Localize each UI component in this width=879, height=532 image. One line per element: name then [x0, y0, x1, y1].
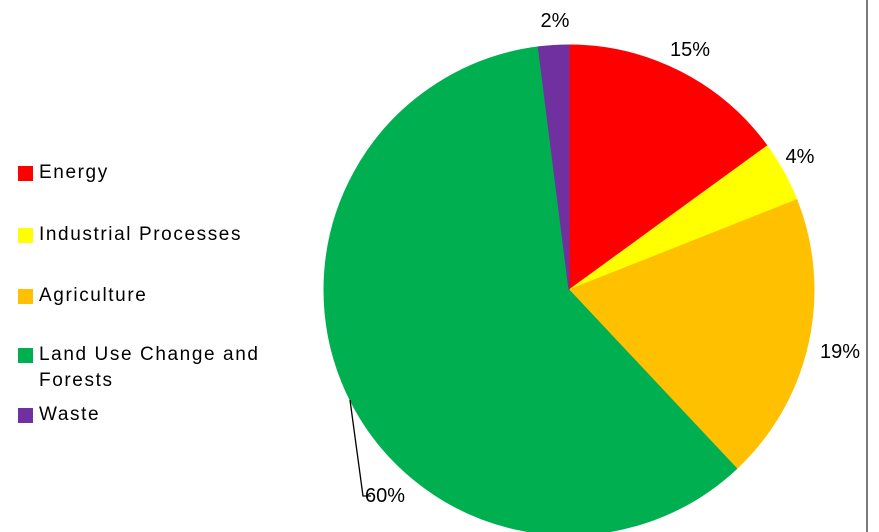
leader-line-land-use-change-and-forests — [349, 399, 371, 497]
data-label-land-use-change-and-forests: 60% — [365, 485, 405, 507]
legend-swatch-agriculture — [18, 289, 33, 304]
legend-item-land-use-change-and-forests: Land Use Change and Forests — [18, 342, 289, 394]
legend-item-agriculture: Agriculture — [18, 283, 289, 309]
legend-label-agriculture: Agriculture — [39, 285, 148, 306]
data-label-industrial-processes: 4% — [786, 146, 815, 168]
legend-item-energy: Energy — [18, 160, 289, 186]
legend-item-industrial-processes: Industrial Processes — [18, 222, 289, 248]
data-label-waste: 2% — [541, 10, 570, 32]
pie-slice-agriculture — [568, 199, 815, 470]
legend-swatch-land-use-change-and-forests — [18, 348, 33, 363]
legend-label-land-use-change-and-forests: Land Use Change and Forests — [39, 344, 260, 391]
pie-slice-waste — [537, 44, 570, 291]
data-label-agriculture: 19% — [820, 341, 860, 363]
legend-swatch-energy — [18, 166, 33, 181]
data-label-energy: 15% — [670, 39, 710, 61]
pie-slice-land-use-change-and-forests — [323, 46, 738, 532]
chart-frame-edge — [866, 0, 868, 532]
legend-item-waste: Waste — [18, 402, 289, 428]
legend-label-industrial-processes: Industrial Processes — [39, 224, 243, 245]
legend-swatch-industrial-processes — [18, 228, 33, 243]
legend-label-energy: Energy — [39, 162, 109, 183]
legend-label-waste: Waste — [39, 404, 101, 425]
pie-slice-energy — [568, 44, 768, 291]
legend-swatch-waste — [18, 408, 33, 423]
